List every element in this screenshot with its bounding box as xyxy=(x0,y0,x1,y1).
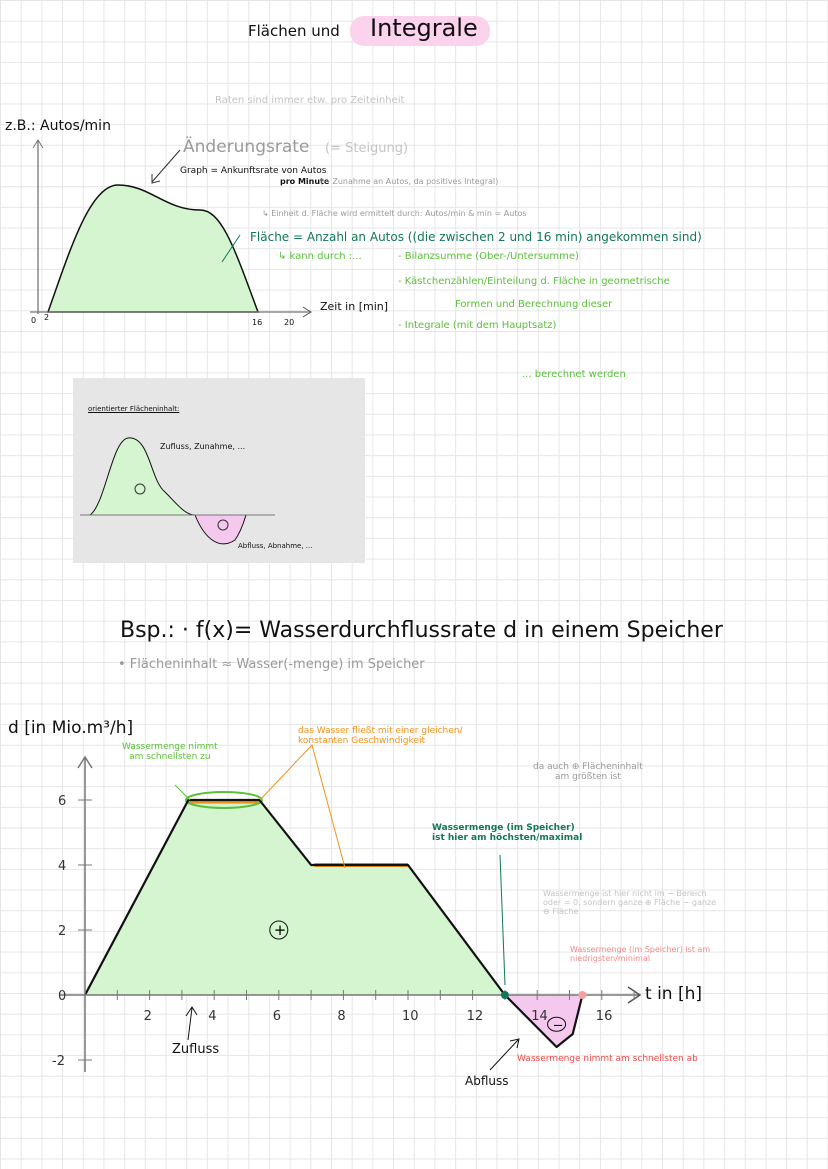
x-tick-label: 10 xyxy=(402,1009,419,1024)
tick-0: 0 xyxy=(31,316,37,325)
x-tick-label: 4 xyxy=(208,1009,216,1024)
x-tick-label: 16 xyxy=(596,1009,613,1024)
highlight-ellipse xyxy=(184,791,263,809)
method-2b: Formen und Berechnung dieser xyxy=(455,299,613,310)
chart-ylabel: d [in Mio.m³/h] xyxy=(8,718,134,738)
function-line xyxy=(84,798,584,1049)
pointer-line xyxy=(259,744,346,869)
example-heading: Bsp.: · f(x)= Wasserdurchflussrate d in … xyxy=(120,618,723,643)
x-tick-label: 6 xyxy=(273,1009,281,1024)
label-inflow: Zufluss xyxy=(172,1042,220,1057)
orientierter-flaecheninhalt-plot xyxy=(80,437,275,545)
x-tick-label: 12 xyxy=(467,1009,484,1024)
graph-line2: pro Minute xyxy=(280,177,330,186)
unit-note: ↳ Einheit d. Fläche wird ermittelt durch… xyxy=(262,209,527,218)
min-point xyxy=(578,991,587,999)
water-chart: 2 4 6 8 10 12 14 16 -2 0 2 4 6 + − xyxy=(52,744,642,1072)
rate-label: Änderungsrate xyxy=(183,137,310,157)
y-tick-label: 2 xyxy=(58,924,66,939)
max-point xyxy=(500,991,509,999)
ann-fastest-in: Wassermenge nimmt am schnellsten zu xyxy=(122,742,218,762)
can-by: ↳ kann durch :... xyxy=(278,251,362,262)
x-tick-label: 2 xyxy=(144,1009,152,1024)
negative-area xyxy=(504,995,583,1047)
plus-sign: + xyxy=(274,921,287,939)
y-tick-label: 6 xyxy=(58,794,66,809)
graph1-ylabel: z.B.: Autos/min xyxy=(5,118,111,134)
title-part2: Integrale xyxy=(370,14,478,42)
ann-also-area: da auch ⊕ Flächeninhalt am größten ist xyxy=(533,762,643,782)
method-3: - Integrale (mit dem Hauptsatz) xyxy=(398,320,557,331)
computed: ... berechnet werden xyxy=(522,369,626,380)
box-pos-label: Zufluss, Zunahme, ... xyxy=(160,442,246,451)
ann-fastest-out: Wassermenge nimmt am schnellsten ab xyxy=(517,1054,698,1064)
y-axis-arrow xyxy=(77,755,93,769)
x-axis-arrow xyxy=(627,986,642,1004)
graph-line2b: (→ Zunahme an Autos, da positives Integr… xyxy=(320,177,499,186)
arrow-icon xyxy=(185,1006,198,1041)
tick-16: 16 xyxy=(252,318,263,327)
title-part1: Flächen und xyxy=(248,22,340,40)
plus-sign-circle xyxy=(269,920,289,940)
title-highlight xyxy=(350,16,490,46)
tick-20: 20 xyxy=(284,318,295,327)
y-tick-label: -2 xyxy=(52,1054,65,1069)
x-tick-label: 8 xyxy=(337,1009,345,1024)
minus-sign-circle xyxy=(547,1016,567,1032)
method-2: - Kästchenzählen/Einteilung d. Fläche in… xyxy=(398,276,670,287)
positive-area xyxy=(85,800,505,995)
minus-sign: − xyxy=(553,1018,564,1033)
example-sub: • Flächeninhalt ≈ Wasser(-menge) im Spei… xyxy=(118,657,425,672)
method-1: - Bilanzsumme (Ober-/Untersumme) xyxy=(398,251,579,262)
rate-hint: (= Steigung) xyxy=(325,141,409,156)
tick-2: 2 xyxy=(44,313,50,322)
ann-not-neg: Wassermenge ist hier nicht im − Bereich … xyxy=(543,889,717,916)
pointer-line xyxy=(174,784,191,801)
ann-constant: das Wasser fließt mit einer gleichen/ ko… xyxy=(298,726,463,746)
graph1-xlabel: Zeit in [min] xyxy=(320,300,389,313)
y-tick-label: 0 xyxy=(58,989,66,1004)
box-title: orientierter Flächeninhalt: xyxy=(88,405,180,413)
arrow-icon xyxy=(489,1038,520,1071)
x-tick-label: 14 xyxy=(531,1009,548,1024)
y-tick-label: 4 xyxy=(58,859,66,874)
ann-max: Wassermenge (im Speicher) ist hier am hö… xyxy=(432,823,583,843)
graph1-area xyxy=(46,184,260,313)
graph-line1: Graph = Ankunftsrate von Autos xyxy=(180,166,327,176)
ann-min: Wassermenge (im Speicher) ist am niedrig… xyxy=(570,945,711,963)
pointer-line xyxy=(499,854,506,986)
box-neg-label: Abfluss, Abnahme, ... xyxy=(238,542,313,550)
label-outflow: Abfluss xyxy=(465,1074,509,1088)
note-rates: Raten sind immer etw. pro Zeiteinheit xyxy=(215,95,405,106)
area-text: Fläche = Anzahl an Autos ((die zwischen … xyxy=(250,230,702,244)
chart-xlabel: t in [h] xyxy=(645,984,703,1004)
